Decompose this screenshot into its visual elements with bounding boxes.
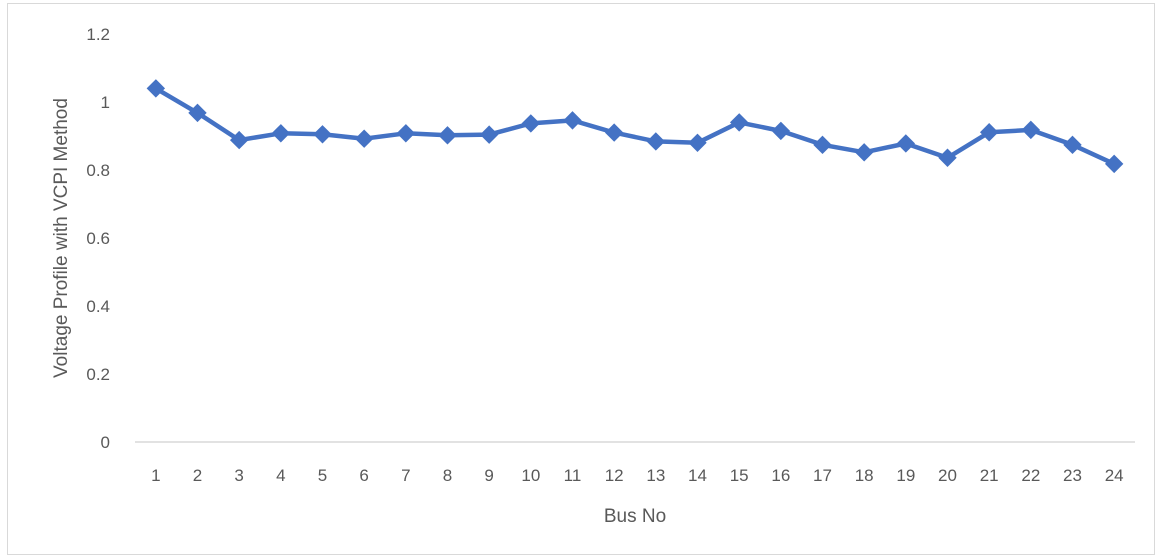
x-tick-label: 20	[938, 466, 957, 485]
data-point-marker	[688, 133, 707, 153]
data-point-marker	[313, 125, 332, 144]
x-tick-label: 24	[1105, 466, 1124, 485]
x-tick-label: 2	[193, 466, 202, 485]
data-point-marker	[1104, 154, 1124, 174]
x-tick-label: 21	[980, 466, 999, 485]
series-line	[153, 86, 1117, 167]
data-point-marker	[938, 148, 957, 167]
x-tick-label: 7	[401, 466, 410, 485]
data-point-marker	[646, 132, 666, 151]
x-tick-label: 14	[688, 466, 707, 485]
data-point-marker	[563, 111, 582, 130]
data-point-marker	[1021, 120, 1041, 140]
y-tick-label: 0	[101, 433, 110, 452]
x-tick-label: 8	[443, 466, 452, 485]
x-tick-label: 5	[318, 466, 327, 485]
x-tick-label: 23	[1063, 466, 1082, 485]
data-point-marker	[396, 124, 416, 143]
y-tick-label: 0.8	[86, 161, 110, 180]
series-markers	[146, 79, 1124, 174]
x-tick-label: 22	[1021, 466, 1040, 485]
data-point-marker	[521, 114, 541, 133]
y-tick-label: 0.6	[86, 229, 110, 248]
y-tick-label: 1.2	[86, 25, 110, 44]
x-tick-label: 16	[771, 466, 790, 485]
data-point-marker	[813, 135, 832, 155]
x-tick-label: 12	[605, 466, 624, 485]
x-axis-ticks: 1 2 3 4 5 6 7 8 9 10 11 12 13 14 15 16 17 18 19 20 21 22 23 24	[151, 466, 1124, 485]
x-tick-label: 19	[896, 466, 915, 485]
data-point-marker	[146, 79, 166, 98]
y-axis-title: Voltage Profile with VCPI Method	[51, 98, 72, 378]
data-point-marker	[438, 126, 457, 145]
data-point-marker	[604, 123, 624, 142]
data-point-marker	[229, 130, 249, 150]
data-point-marker	[188, 103, 207, 123]
x-tick-label: 11	[564, 466, 582, 485]
x-tick-label: 4	[276, 466, 285, 485]
chart-frame	[7, 3, 1155, 555]
data-point-marker	[479, 125, 499, 144]
data-point-marker	[896, 134, 916, 153]
data-point-marker	[354, 129, 374, 148]
y-tick-label: 0.2	[86, 365, 110, 384]
x-axis-title: Bus No	[604, 506, 666, 527]
x-tick-label: 1	[151, 466, 160, 485]
x-tick-label: 18	[855, 466, 874, 485]
x-tick-label: 10	[521, 466, 540, 485]
x-tick-label: 13	[646, 466, 665, 485]
x-tick-label: 6	[359, 466, 368, 485]
x-tick-label: 9	[484, 466, 493, 485]
x-tick-label: 15	[730, 466, 749, 485]
data-point-marker	[271, 124, 291, 143]
data-point-marker	[1063, 135, 1082, 155]
x-tick-label: 17	[813, 466, 832, 485]
y-axis-ticks: 0 0.2 0.4 0.6 0.8 1 1.2	[86, 25, 110, 452]
data-point-marker	[729, 113, 749, 132]
y-tick-label: 0.4	[86, 297, 110, 316]
data-point-marker	[979, 123, 999, 142]
data-point-marker	[854, 143, 874, 162]
x-tick-label: 3	[234, 466, 243, 485]
data-point-marker	[771, 121, 791, 141]
y-tick-label: 1	[101, 93, 110, 112]
